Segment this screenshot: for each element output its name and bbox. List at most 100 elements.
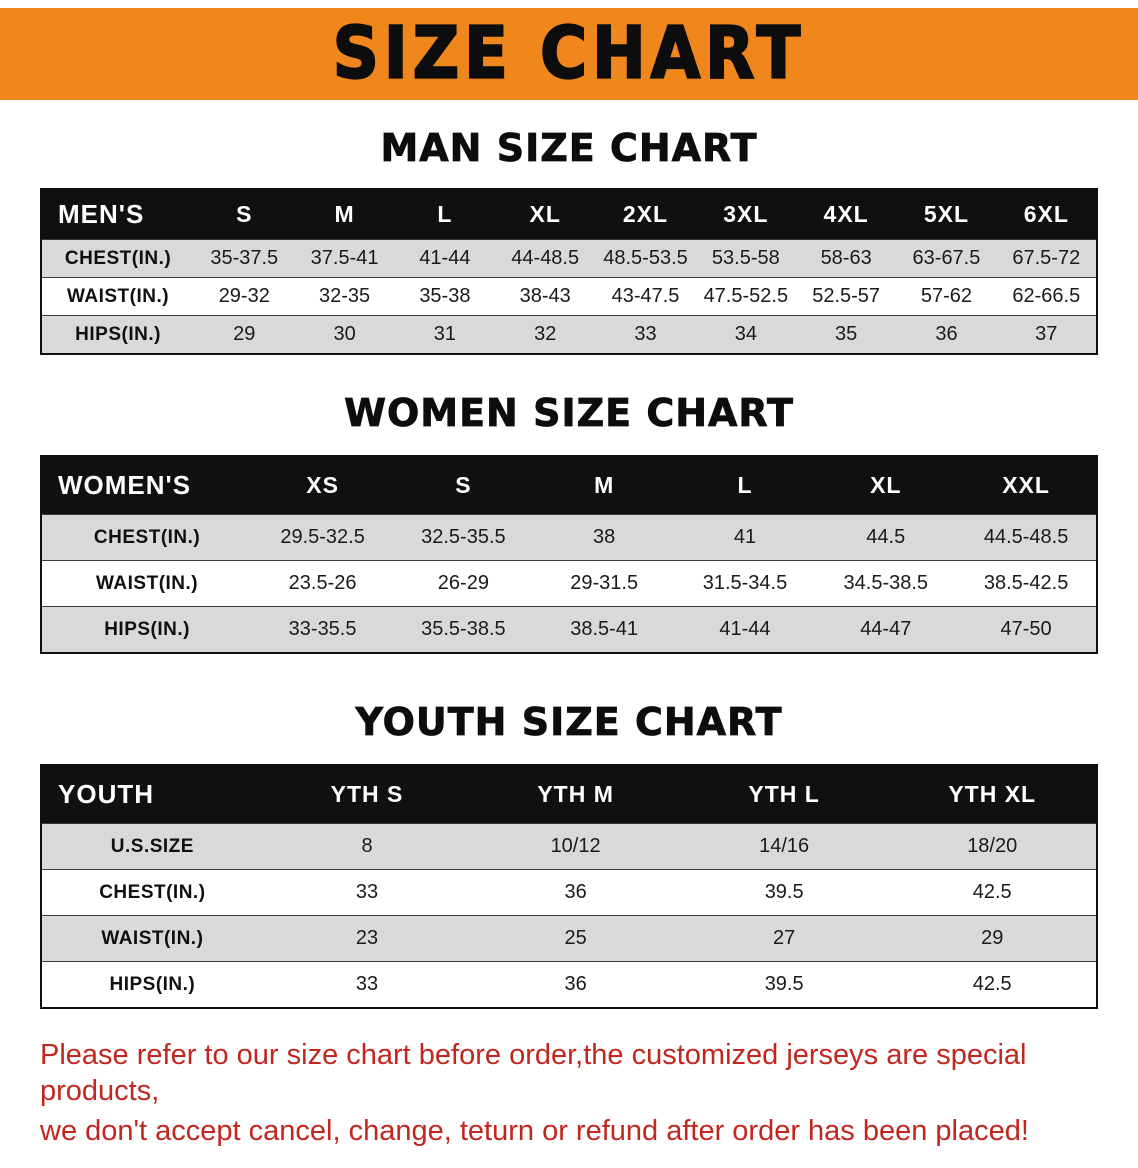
size-header-cell: S <box>194 189 295 240</box>
size-value-cell: 57-62 <box>920 285 973 307</box>
table-row: CHEST(IN.) 35-37.5 37.5-41 41-44 44-48.5 48.5… <box>41 239 1097 278</box>
size-header-cell: 4XL <box>795 189 897 240</box>
table-row: CHEST(IN.) 29.5-32.5 32.5-35.5 38 41 44.5 44.5… <box>41 514 1097 561</box>
size-value-cell: 52.5-57 <box>812 285 881 307</box>
size-header-cell: 2XL <box>595 189 696 240</box>
size-value-cell: 48.5-53.5 <box>603 247 688 269</box>
size-value-cell: 31.5-34.5 <box>702 572 788 594</box>
size-value-cell: 41 <box>733 526 757 548</box>
size-value-cell: 39.5 <box>764 973 804 995</box>
size-value-cell: 33 <box>355 973 379 995</box>
size-header-cell: L <box>674 456 816 515</box>
size-value-cell: 37 <box>1035 323 1058 345</box>
size-value-cell: 62-66.5 <box>1012 285 1081 307</box>
size-value-cell: 34 <box>734 323 757 345</box>
womens-size-table: WOMEN'S XS S M L XL XXL CHEST(IN.) 29.5-32.5 32.5… <box>40 455 1098 654</box>
size-value-cell: 31 <box>433 323 457 345</box>
size-header-cell: XL <box>495 189 596 240</box>
size-value-cell: 10/12 <box>550 835 601 857</box>
size-value-cell: 38.5-42.5 <box>983 572 1069 594</box>
row-label-cell: HIPS(IN.) <box>75 323 161 345</box>
size-header-cell: YTH M <box>471 765 680 824</box>
size-value-cell: 44-47 <box>860 618 912 640</box>
size-header-cell: YTH XL <box>888 765 1097 824</box>
size-value-cell: 29 <box>981 927 1004 949</box>
size-value-cell: 43-47.5 <box>611 285 680 307</box>
table-row: CHEST(IN.) 33 36 39.5 42.5 <box>41 869 1097 916</box>
size-value-cell: 63-67.5 <box>912 247 981 269</box>
size-value-cell: 33-35.5 <box>288 618 357 640</box>
size-value-cell: 35 <box>835 323 858 345</box>
row-label-cell: U.S.SIZE <box>110 835 194 857</box>
size-value-cell: 29-32 <box>218 285 270 307</box>
size-value-cell: 23.5-26 <box>288 572 357 594</box>
size-value-cell: 38.5-41 <box>570 618 639 640</box>
table-row: HIPS(IN.) 33-35.5 35.5-38.5 38.5-41 41-44 44-… <box>41 606 1097 653</box>
table-header-row: WOMEN'S XS S M L XL XXL <box>41 456 1097 515</box>
size-value-cell: 36 <box>564 881 587 903</box>
section-women: WOMEN SIZE CHART WOMEN'S XS S M L XL XXL CHEST(… <box>0 391 1138 654</box>
size-value-cell: 37.5-41 <box>310 247 379 269</box>
size-value-cell: 26-29 <box>437 572 489 594</box>
size-value-cell: 33 <box>355 881 379 903</box>
size-header-cell: 3XL <box>695 189 796 240</box>
size-header-cell: S <box>392 456 534 515</box>
notice-line-1: Please refer to our size chart before or… <box>40 1039 1027 1108</box>
table-header-row: YOUTH YTH S YTH M YTH L YTH XL <box>41 765 1097 824</box>
youth-size-table: YOUTH YTH S YTH M YTH L YTH XL U.S.SIZE 8 10/12… <box>40 764 1098 1009</box>
row-label-cell: CHEST(IN.) <box>64 247 172 269</box>
size-value-cell: 8 <box>361 835 373 857</box>
row-label-cell: HIPS(IN.) <box>109 973 196 995</box>
table-title-cell: MEN'S <box>41 189 195 240</box>
table-title-cell: YOUTH <box>41 765 263 824</box>
size-value-cell: 53.5-58 <box>711 247 780 269</box>
table-row: WAIST(IN.) 23.5-26 26-29 29-31.5 31.5-34.5 34… <box>41 560 1097 607</box>
men-section-heading: MAN SIZE CHART <box>380 126 758 171</box>
size-value-cell: 34.5-38.5 <box>843 572 929 594</box>
size-value-cell: 42.5 <box>972 973 1012 995</box>
youth-section-heading: YOUTH SIZE CHART <box>355 700 783 745</box>
size-value-cell: 35-37.5 <box>210 247 279 269</box>
size-value-cell: 38 <box>593 526 616 548</box>
size-value-cell: 58-63 <box>820 247 872 269</box>
content: MAN SIZE CHART MEN'S S M L XL 2XL 3XL 4XL 5XL 6XL… <box>0 126 1138 1009</box>
size-header-cell: YTH L <box>679 765 889 824</box>
size-header-cell: XL <box>815 456 957 515</box>
size-value-cell: 39.5 <box>764 881 804 903</box>
table-row: WAIST(IN.) 23 25 27 29 <box>41 915 1097 962</box>
footer-notice: Please refer to our size chart before or… <box>40 1037 1098 1168</box>
notice-line-2: we don't accept cancel, change, teturn o… <box>40 1114 1029 1147</box>
table-row: U.S.SIZE 8 10/12 14/16 18/20 <box>41 823 1097 870</box>
size-value-cell: 44.5-48.5 <box>983 526 1069 548</box>
mens-size-table: MEN'S S M L XL 2XL 3XL 4XL 5XL 6XL CHEST(IN.) 35-37… <box>40 188 1098 355</box>
size-value-cell: 44.5 <box>866 526 906 548</box>
size-value-cell: 35-38 <box>419 285 471 307</box>
row-label-cell: CHEST(IN.) <box>99 881 206 903</box>
size-value-cell: 23 <box>355 927 379 949</box>
table-header-row: MEN'S S M L XL 2XL 3XL 4XL 5XL 6XL <box>41 189 1097 240</box>
size-value-cell: 42.5 <box>972 881 1012 903</box>
table-row: HIPS(IN.) 29 30 31 32 33 34 35 36 37 <box>41 315 1097 354</box>
size-value-cell: 32.5-35.5 <box>421 526 506 548</box>
size-value-cell: 36 <box>564 973 587 995</box>
size-header-cell: M <box>294 189 395 240</box>
row-label-cell: WAIST(IN.) <box>96 572 199 594</box>
size-value-cell: 30 <box>333 323 356 345</box>
size-value-cell: 29.5-32.5 <box>280 526 365 548</box>
size-header-cell: M <box>533 456 675 515</box>
size-header-cell: 5XL <box>896 189 997 240</box>
size-value-cell: 25 <box>564 927 587 949</box>
size-value-cell: 41-44 <box>719 618 771 640</box>
row-label-cell: CHEST(IN.) <box>93 526 201 548</box>
size-header-cell: YTH S <box>262 765 472 824</box>
size-chart-page: SIZE CHART MAN SIZE CHART MEN'S S M L XL 2XL 3… <box>0 8 1138 1168</box>
row-label-cell: WAIST(IN.) <box>101 927 204 949</box>
size-header-cell: XXL <box>956 456 1097 515</box>
size-value-cell: 32 <box>534 323 557 345</box>
section-youth: YOUTH SIZE CHART YOUTH YTH S YTH M YTH L YTH… <box>0 700 1138 1009</box>
size-value-cell: 33 <box>634 323 657 345</box>
banner-title: SIZE CHART <box>332 11 806 96</box>
section-men: MAN SIZE CHART MEN'S S M L XL 2XL 3XL 4XL 5XL 6XL… <box>0 126 1138 355</box>
size-value-cell: 29-31.5 <box>570 572 639 594</box>
table-title-cell: WOMEN'S <box>41 456 253 515</box>
